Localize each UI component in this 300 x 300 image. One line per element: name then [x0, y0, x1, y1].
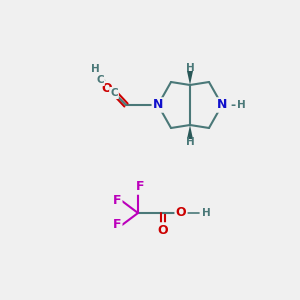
Text: N: N: [153, 98, 163, 112]
Text: H: H: [237, 100, 245, 110]
Text: F: F: [136, 181, 144, 194]
Text: O: O: [102, 82, 112, 94]
Text: H: H: [186, 63, 194, 73]
Text: O: O: [158, 224, 168, 236]
Text: F: F: [113, 194, 121, 206]
Text: C: C: [96, 75, 104, 85]
Text: F: F: [113, 218, 121, 232]
Text: H: H: [91, 64, 99, 74]
Text: -: -: [230, 98, 236, 112]
Text: H: H: [186, 137, 194, 147]
Polygon shape: [187, 125, 193, 139]
Text: O: O: [176, 206, 186, 218]
Text: C: C: [110, 88, 118, 98]
Text: N: N: [217, 98, 227, 112]
Polygon shape: [187, 71, 193, 85]
Text: H: H: [202, 208, 210, 218]
